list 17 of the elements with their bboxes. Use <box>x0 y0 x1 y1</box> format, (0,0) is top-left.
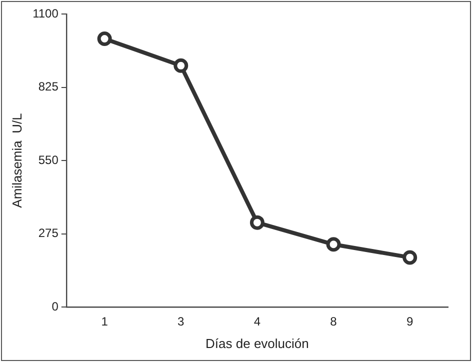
x-axis-title: Días de evolución <box>206 336 309 351</box>
point <box>250 215 264 230</box>
y-tick-label: 550 <box>38 152 59 167</box>
x-tick-label: 8 <box>330 314 338 329</box>
point <box>326 237 341 252</box>
x-tick-label: 1 <box>101 314 108 329</box>
x-tick-label: 3 <box>178 314 185 329</box>
y-axis-title: Amilasemia U/L <box>9 113 24 208</box>
point <box>97 32 112 46</box>
y-tick-label: 1100 <box>32 6 59 20</box>
y-tick-label: 825 <box>38 80 59 94</box>
x-tick-label: 9 <box>406 314 414 329</box>
point <box>174 58 188 73</box>
point <box>402 250 418 265</box>
y-tick-label: 275 <box>38 226 59 240</box>
y-tick-label: 0 <box>52 299 59 314</box>
x-tick-label: 4 <box>254 314 261 329</box>
